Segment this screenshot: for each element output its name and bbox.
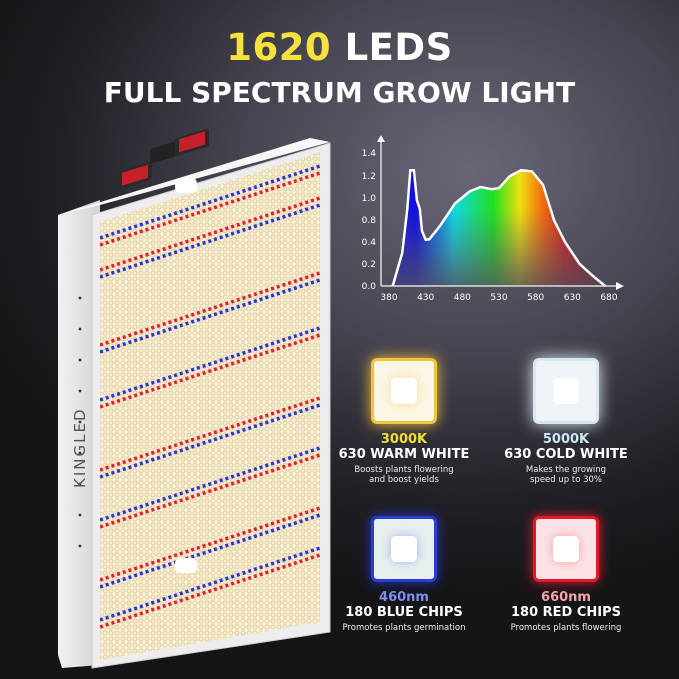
card-spec: 660nm [541, 590, 591, 605]
led-stripe-blue [100, 513, 320, 589]
y-tick-label: 0.2 [362, 260, 376, 270]
vent-hole [78, 358, 82, 362]
switch-red-1[interactable] [118, 162, 152, 190]
led-stripe-blue [100, 278, 320, 354]
x-tick-label: 580 [527, 293, 544, 303]
led-stripe-red [100, 453, 320, 529]
y-tick-label: 0.0 [362, 282, 377, 292]
cold-white-chip-icon [533, 358, 599, 424]
x-tick-label: 480 [454, 293, 471, 303]
vent-hole [78, 482, 82, 486]
y-axis-arrow [377, 135, 385, 142]
led-stripe-blue [100, 326, 320, 402]
y-tick-label: 0.8 [362, 216, 377, 226]
card-spec: 3000K [380, 432, 428, 447]
x-tick-label: 680 [600, 293, 617, 303]
power-socket [150, 141, 178, 164]
warm-white-chip-icon [371, 358, 437, 424]
led-stripe-red [100, 333, 320, 409]
subtitle: FULL SPECTRUM GROW LIGHT [103, 76, 576, 109]
hanging-bracket-top [175, 178, 197, 193]
card-desc: Boosts plants flowering and boost yields [354, 465, 454, 485]
spectrum-line [391, 168, 607, 287]
card-warm-white: 3000K 630 WARM WHITE Boosts plants flowe… [319, 358, 489, 485]
switch-red-2[interactable] [175, 128, 209, 156]
brand-logo: KINGLED [71, 408, 89, 489]
y-tick-label: 0.4 [362, 238, 377, 248]
x-axis-arrow [616, 282, 624, 290]
spectrum-chart: 0.0 0.2 0.4 0.8 1.0 1.2 1.4 380 430 480 530 580 630 6… [362, 135, 624, 303]
hanging-bracket-bottom [175, 558, 197, 573]
panel-top-edge [58, 138, 330, 215]
led-stripe-red [100, 553, 320, 629]
card-spec: 5000K [542, 432, 590, 447]
vent-hole [78, 389, 82, 393]
blue-chip-icon [371, 516, 437, 582]
led-stripe-blue [100, 403, 320, 479]
card-desc: Promotes plants germination [342, 623, 466, 633]
x-tick-label: 530 [490, 293, 507, 303]
led-stripes [100, 164, 320, 629]
led-stripe-red [100, 506, 320, 582]
card-desc: Promotes plants flowering [510, 623, 622, 633]
vent-hole [78, 296, 82, 300]
led-stripe-red [100, 171, 320, 247]
vent-hole [78, 451, 82, 455]
led-stripe-blue [100, 546, 320, 622]
card-name: 180 BLUE CHIPS [345, 605, 463, 620]
led-count: 1620 [226, 26, 332, 69]
x-tick-label: 380 [380, 293, 397, 303]
side-vents [78, 296, 82, 548]
led-stripe-blue [100, 203, 320, 279]
card-cold-white: 5000K 630 COLD WHITE Makes the growing sp… [481, 358, 651, 485]
led-stripe-red [100, 196, 320, 272]
vent-hole [78, 544, 82, 548]
card-name: 630 COLD WHITE [504, 447, 628, 462]
card-red-chips: 660nm 180 RED CHIPS Promotes plants flow… [481, 516, 651, 633]
panel-side [58, 200, 100, 668]
card-name: 630 WARM WHITE [338, 447, 470, 462]
vent-hole [78, 420, 82, 424]
card-blue-chips: 460nm 180 BLUE CHIPS Promotes plants ger… [319, 516, 489, 633]
headline: 1620 LEDS [0, 26, 679, 69]
vent-hole [78, 513, 82, 517]
led-stripe-red [100, 271, 320, 347]
red-chip-icon [533, 516, 599, 582]
card-desc: Makes the growing speed up to 30% [525, 465, 607, 485]
card-spec: 460nm [379, 590, 429, 605]
led-stripe-blue [100, 446, 320, 522]
spectrum-area [392, 170, 606, 286]
x-tick-label: 430 [417, 293, 434, 303]
led-stripe-red [100, 396, 320, 472]
led-array [100, 152, 320, 660]
led-count-suffix: LEDS [344, 26, 453, 69]
x-tick-label: 630 [564, 293, 581, 303]
y-tick-label: 1.2 [362, 172, 376, 182]
y-tick-label: 1.0 [362, 194, 377, 204]
y-tick-label: 1.4 [362, 149, 377, 159]
card-name: 180 RED CHIPS [510, 605, 622, 620]
vent-hole [78, 327, 82, 331]
led-stripe-blue [100, 164, 320, 240]
